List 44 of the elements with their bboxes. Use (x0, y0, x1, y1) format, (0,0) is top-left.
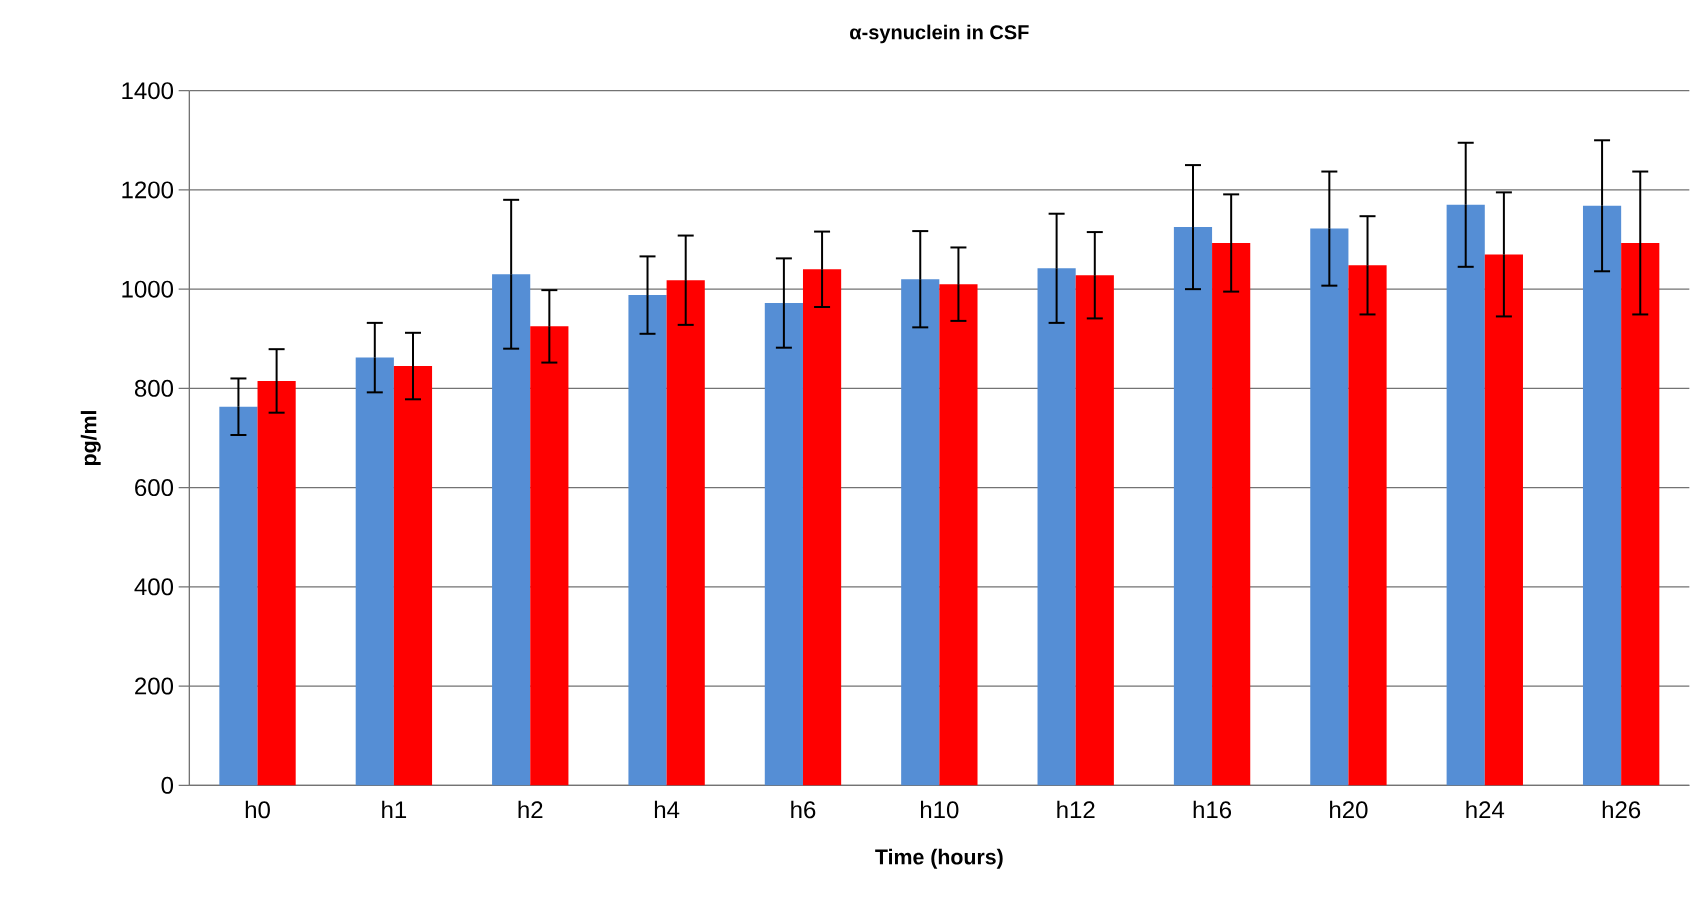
x-tick-label: h6 (791, 800, 816, 819)
x-tick-label: h12 (1057, 800, 1095, 819)
x-tick-label: h0 (245, 800, 270, 819)
y-axis-title: pg/ml (80, 411, 101, 466)
bar (939, 284, 978, 786)
bar (219, 406, 258, 786)
x-tick-label: h16 (1193, 800, 1232, 819)
y-tick-label: 1400 (122, 82, 174, 100)
y-tick-label: 1200 (122, 181, 174, 199)
bar (802, 269, 842, 786)
x-axis-title: Time (hours) (875, 848, 1003, 869)
y-tick-label: 200 (135, 677, 174, 695)
x-tick-label: h4 (654, 800, 680, 819)
x-tick-label: h26 (1602, 800, 1641, 819)
bar (1310, 228, 1349, 786)
bar (1582, 205, 1622, 786)
bar (492, 274, 531, 786)
bar (1348, 265, 1387, 786)
bar (1037, 268, 1076, 786)
bar (1446, 204, 1485, 786)
y-tick-label: 1000 (122, 280, 174, 298)
bar (1212, 243, 1251, 786)
chart-title: α-synuclein in CSF (850, 24, 1029, 44)
bar (628, 295, 667, 786)
x-tick-label: h20 (1330, 800, 1368, 819)
x-tick-label: h24 (1466, 800, 1505, 819)
bar (901, 279, 940, 786)
y-tick-label: 600 (135, 479, 174, 497)
x-tick-label: h1 (382, 800, 407, 819)
bar (355, 357, 394, 786)
bar (1621, 243, 1660, 786)
bar (257, 380, 296, 786)
bar (764, 303, 803, 786)
y-tick-label: 800 (134, 379, 174, 397)
x-tick-label: h10 (920, 800, 959, 819)
bar (666, 280, 705, 786)
bar (530, 326, 569, 786)
y-tick-label: 400 (134, 578, 174, 596)
bar (1075, 275, 1114, 786)
bar (393, 366, 433, 786)
bar (1173, 227, 1213, 786)
bar (1484, 254, 1523, 786)
x-tick-label: h2 (518, 800, 543, 819)
y-tick-label: 0 (161, 776, 174, 794)
